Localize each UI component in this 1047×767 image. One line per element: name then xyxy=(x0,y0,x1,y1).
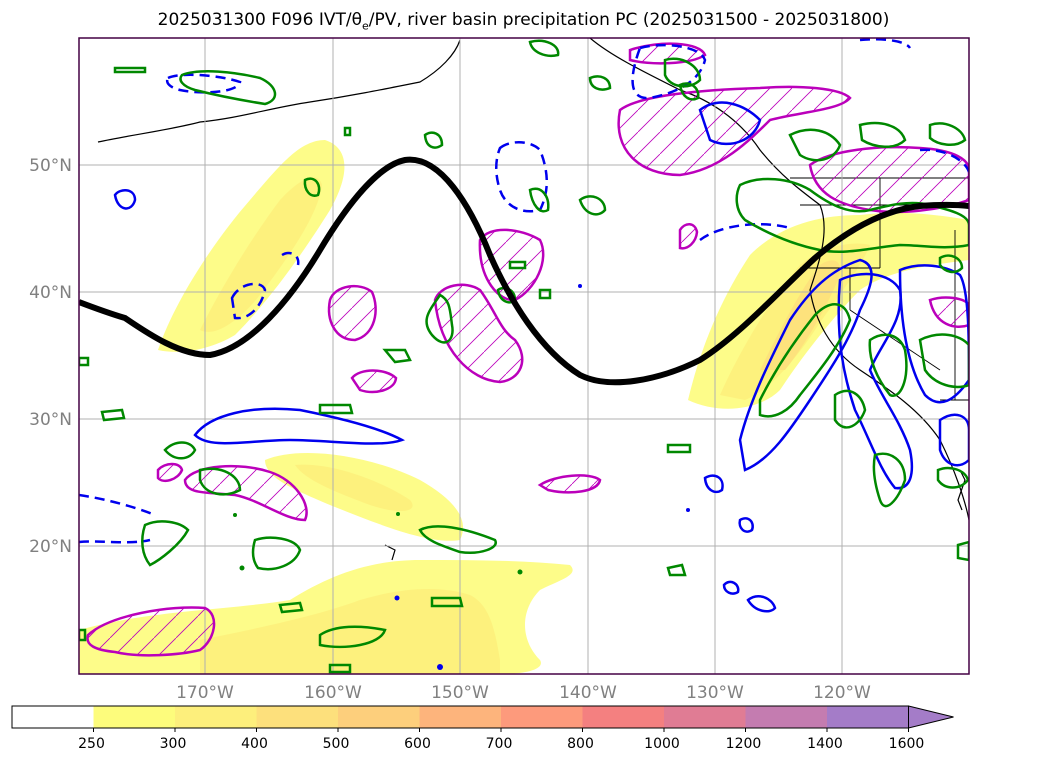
lon-label-130w: 130°W xyxy=(686,683,744,703)
colorbar-tick-label: 1400 xyxy=(807,736,843,752)
colorbar-tick-label: 1600 xyxy=(889,736,925,752)
colorbar-tick-label: 800 xyxy=(567,736,594,752)
lon-label-170w: 170°W xyxy=(176,683,234,703)
lon-label-160w: 160°W xyxy=(304,683,362,703)
colorbar-segment xyxy=(175,706,257,728)
colorbar-segment xyxy=(338,706,420,728)
colorbar-tick-label: 1200 xyxy=(726,736,762,752)
colorbar-segment xyxy=(93,706,175,728)
latitude-labels: 50°N 40°N 30°N 20°N xyxy=(29,156,72,557)
lat-label-40: 40°N xyxy=(29,283,72,303)
precip-contours xyxy=(79,39,969,674)
map-area xyxy=(79,38,969,674)
pv-hatched-contours xyxy=(86,42,969,657)
map-title: 2025031300 F096 IVT/θe/PV, river basin p… xyxy=(0,10,1047,32)
title-suffix: /PV, river basin precipitation PC (20250… xyxy=(368,10,890,30)
colorbar-segment xyxy=(664,706,746,728)
lon-label-150w: 150°W xyxy=(431,683,489,703)
lat-label-50: 50°N xyxy=(29,156,72,176)
colorbar-tick-label: 400 xyxy=(241,736,268,752)
map-frame xyxy=(78,37,970,675)
small-markers xyxy=(233,284,690,670)
lon-label-140w: 140°W xyxy=(559,683,617,703)
colorbar-tick-label: 700 xyxy=(486,736,513,752)
colorbar-outline xyxy=(11,705,909,729)
colorbar-tick-label: 250 xyxy=(78,736,105,752)
title-subscript: e xyxy=(362,19,369,33)
colorbar-segment xyxy=(12,706,94,728)
title-prefix: 2025031300 F096 IVT/θ xyxy=(157,10,362,30)
colorbar: 250 300 400 500 600 700 800 1000 1200 1400 1600 xyxy=(11,705,954,752)
colorbar-segment xyxy=(582,706,664,728)
lat-label-20: 20°N xyxy=(29,537,72,557)
colorbar-tick-label: 600 xyxy=(404,736,431,752)
colorbar-segment xyxy=(501,706,583,728)
colorbar-segment xyxy=(827,706,909,728)
colorbar-extend-arrow xyxy=(908,705,954,729)
colorbar-tick-label: 500 xyxy=(323,736,350,752)
longitude-labels: 170°W 160°W 150°W 140°W 130°W 120°W xyxy=(176,683,871,703)
theta-e-contours xyxy=(79,38,969,613)
colorbar-segment xyxy=(419,706,501,728)
colorbar-segment xyxy=(745,706,827,728)
colorbar-tick-label: 300 xyxy=(160,736,187,752)
lat-label-30: 30°N xyxy=(29,410,72,430)
colorbar-tick-label: 1000 xyxy=(644,736,680,752)
lon-label-120w: 120°W xyxy=(813,683,871,703)
colorbar-segment xyxy=(256,706,338,728)
pv-front-line xyxy=(79,156,969,386)
